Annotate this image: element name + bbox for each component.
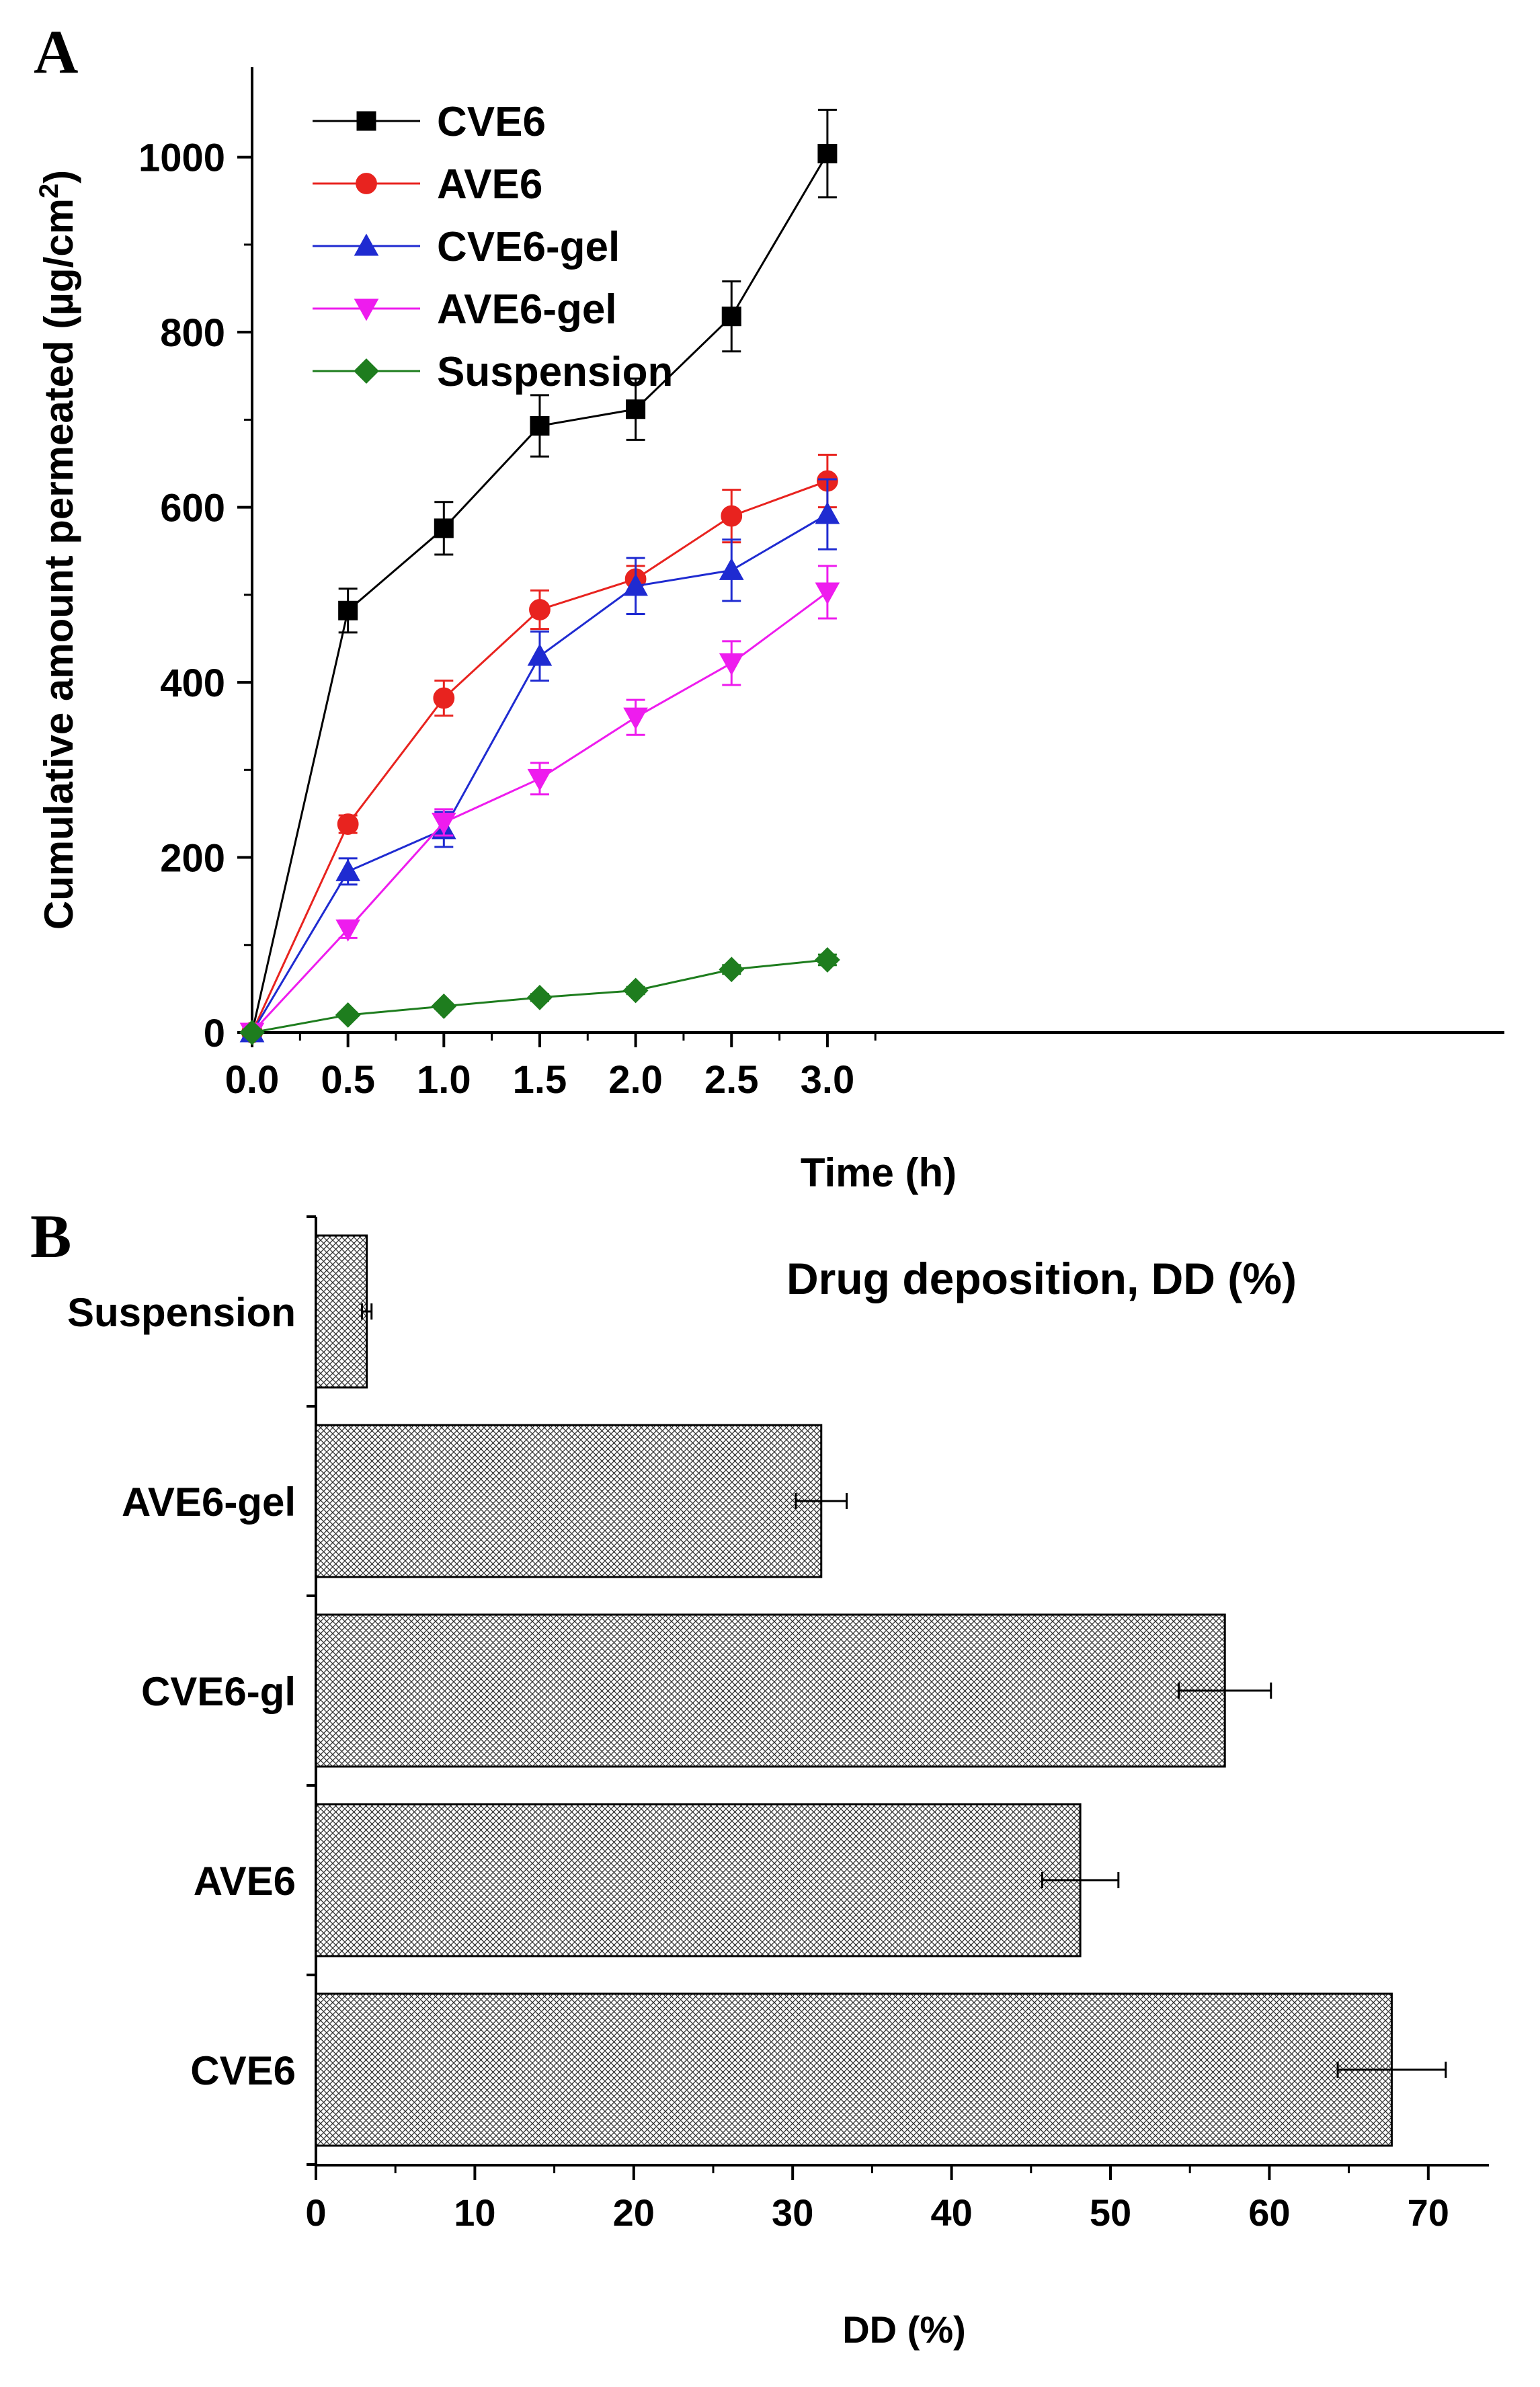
data-point	[431, 994, 457, 1019]
data-point	[623, 707, 648, 730]
y-tick-label-a: 1000	[138, 136, 225, 180]
data-point	[815, 501, 840, 524]
legend-marker	[354, 233, 379, 256]
data-point	[815, 582, 840, 605]
data-point	[721, 505, 743, 527]
data-point	[622, 977, 649, 1004]
legend-label: CVE6	[437, 99, 546, 145]
bar-group-CVE6: CVE6	[190, 1992, 1447, 2147]
x-tick-label-a: 2.5	[704, 1058, 759, 1102]
data-point	[817, 143, 838, 163]
data-point	[433, 687, 455, 709]
category-label: Suspension	[67, 1290, 296, 1335]
y-tick-label-a: 800	[160, 311, 225, 355]
y-tick-label-a: 400	[160, 661, 225, 705]
data-point	[527, 643, 553, 666]
series-CVE6-gel	[239, 478, 840, 1043]
x-axis-label-a: Time (h)	[801, 1150, 957, 1195]
legend-label: Suspension	[437, 349, 673, 395]
bar-group-CVE6-gl: CVE6-gl	[141, 1613, 1272, 1768]
data-point	[431, 812, 456, 835]
category-label: CVE6	[190, 2048, 296, 2093]
bar-group-Suspension: Suspension	[67, 1234, 373, 1389]
chart-title-b: Drug deposition, DD (%)	[786, 1254, 1297, 1303]
category-label: AVE6	[194, 1859, 296, 1904]
legend-label: AVE6-gel	[437, 286, 617, 333]
data-point	[721, 307, 741, 327]
data-point	[527, 985, 553, 1010]
data-point	[239, 1020, 265, 1045]
legend-marker	[356, 111, 376, 131]
x-tick-label-b: 40	[930, 2191, 972, 2234]
data-point	[527, 768, 553, 791]
data-point	[335, 1002, 361, 1028]
category-label: AVE6-gel	[122, 1480, 296, 1525]
y-axis-label-a-sup: 2	[34, 184, 64, 198]
x-tick-label-b: 30	[772, 2191, 813, 2234]
x-tick-label-a: 1.5	[513, 1058, 567, 1102]
data-point	[338, 600, 358, 620]
x-tick-label-b: 20	[613, 2191, 655, 2234]
y-tick-label-a: 600	[160, 487, 225, 530]
data-point	[623, 573, 648, 596]
panel-label-b: B	[30, 1202, 71, 1270]
x-tick-label-b: 50	[1090, 2191, 1131, 2234]
y-axis-label-a-end: )	[36, 170, 81, 184]
legend-marker	[356, 173, 377, 194]
data-point	[626, 399, 646, 419]
data-point	[337, 813, 359, 835]
data-point	[335, 858, 360, 881]
data-point	[814, 947, 840, 973]
series-AVE6	[241, 453, 838, 1043]
legend-a: CVE6 AVE6 CVE6-gel AVE6-gel Suspension	[313, 99, 673, 395]
x-tick-label-a: 0.0	[225, 1058, 280, 1102]
x-tick-label-a: 1.0	[417, 1058, 471, 1102]
legend-label: AVE6	[437, 161, 542, 208]
y-axis-label-a-text: Cumulative amount permeated (µg/cm	[36, 198, 81, 930]
bar-group-AVE6-gel: AVE6-gel	[122, 1424, 848, 1578]
panel-label-a: A	[34, 17, 78, 86]
data-point	[719, 653, 744, 676]
data-point	[529, 599, 551, 620]
data-point	[719, 957, 745, 983]
x-tick-label-a: 3.0	[801, 1058, 855, 1102]
data-point	[530, 416, 550, 436]
x-tick-label-b: 10	[454, 2191, 495, 2234]
legend-marker	[354, 358, 379, 384]
data-point	[719, 557, 744, 580]
x-axis-label-b: DD (%)	[842, 2308, 966, 2351]
bar	[315, 1234, 368, 1389]
legend-item-CVE6: CVE6	[313, 99, 546, 145]
bar-group-AVE6: AVE6	[194, 1803, 1120, 1957]
data-point	[335, 919, 360, 942]
x-tick-label-b: 60	[1248, 2191, 1290, 2234]
legend-label: CVE6-gel	[437, 224, 620, 270]
category-label: CVE6-gl	[141, 1669, 296, 1714]
x-tick-label-b: 0	[305, 2191, 326, 2234]
x-tick-label-a: 2.0	[608, 1058, 663, 1102]
x-tick-label-b: 70	[1408, 2191, 1449, 2234]
x-tick-label-a: 0.5	[321, 1058, 375, 1102]
bar-chart-panel-b: Suspension AVE6-gel CVE6-gl AVE6 CVE6 0 10 20 3…	[67, 1215, 1489, 2351]
legend-item-AVE6: AVE6	[313, 161, 542, 208]
y-tick-label-a: 200	[160, 837, 225, 881]
y-tick-label-a: 0	[204, 1012, 225, 1055]
legend-item-AVE6-gel: AVE6-gel	[313, 286, 617, 333]
bar	[315, 1424, 823, 1578]
bar	[315, 1992, 1393, 2147]
bar	[315, 1613, 1226, 1768]
legend-marker	[354, 298, 379, 321]
legend-item-CVE6-gel: CVE6-gel	[313, 224, 620, 270]
y-axis-label-a: Cumulative amount permeated (µg/cm2)	[34, 170, 81, 930]
data-point	[434, 518, 454, 538]
series-Suspension	[239, 947, 840, 1045]
legend-item-Suspension: Suspension	[313, 349, 673, 395]
bar	[315, 1803, 1082, 1957]
